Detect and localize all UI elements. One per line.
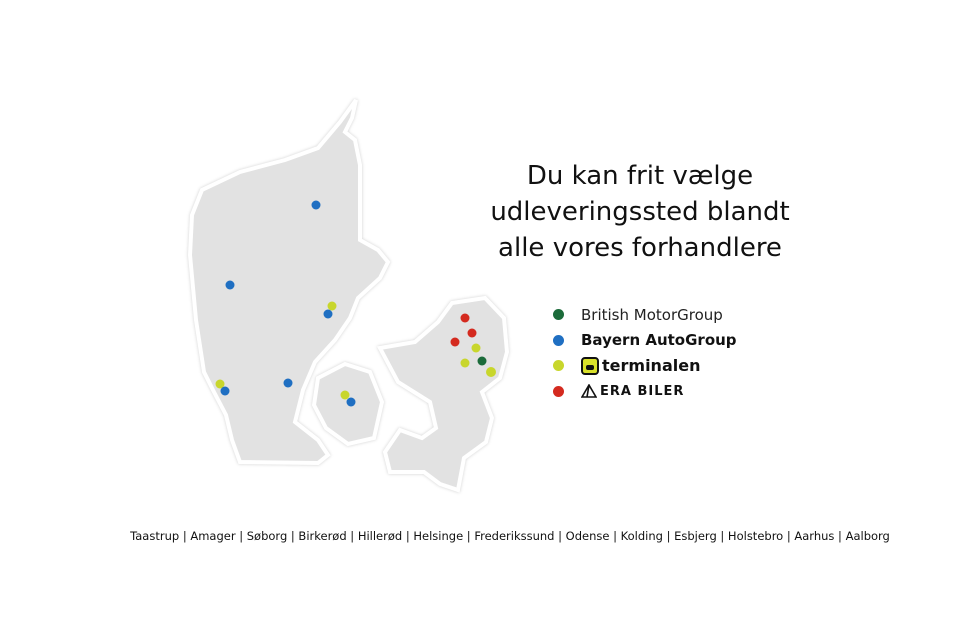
legend-item-bayern: Bayern AutoGroup: [553, 328, 737, 354]
marker-bayern[interactable]: [225, 280, 235, 290]
zealand-region: [376, 295, 510, 493]
marker-era[interactable]: [467, 328, 477, 338]
marker-bayern[interactable]: [311, 200, 321, 210]
marker-terminalen[interactable]: [471, 343, 481, 353]
marker-terminalen[interactable]: [486, 367, 496, 377]
legend-item-era: ERA BILER: [553, 379, 737, 405]
headline-line: Du kan frit vælge: [526, 161, 754, 191]
headline-line: alle vores forhandlere: [498, 233, 782, 263]
headline: Du kan frit vælge udleveringssted blandt…: [460, 158, 820, 266]
green-dot-icon: [553, 309, 564, 321]
marker-terminalen[interactable]: [215, 379, 225, 389]
marker-british[interactable]: [477, 356, 487, 366]
legend-label: Bayern AutoGroup: [581, 331, 737, 350]
red-dot-icon: [553, 385, 564, 397]
legend-label: ERA BILER: [600, 383, 685, 399]
dealer-markers: [215, 200, 496, 407]
marker-bayern[interactable]: [283, 378, 293, 388]
blue-dot-icon: [553, 334, 564, 346]
marker-terminalen[interactable]: [460, 358, 470, 368]
city-list: Taastrup | Amager | Søborg | Birkerød | …: [130, 529, 890, 543]
marker-terminalen[interactable]: [327, 301, 337, 311]
legend-label: terminalen: [602, 356, 701, 376]
marker-terminalen[interactable]: [340, 390, 350, 400]
legend-label: British MotorGroup: [581, 305, 723, 324]
headline-line: udleveringssted blandt: [490, 197, 790, 227]
marker-bayern[interactable]: [323, 309, 333, 319]
jutland-region: [187, 98, 391, 466]
marker-era[interactable]: [450, 337, 460, 347]
lime-dot-icon: [553, 360, 564, 372]
legend-item-terminalen: terminalen: [553, 353, 737, 379]
terminalen-logo-icon: [581, 356, 599, 375]
legend: British MotorGroup Bayern AutoGroup term…: [553, 302, 737, 404]
marker-bayern[interactable]: [346, 397, 356, 407]
marker-bayern[interactable]: [220, 386, 230, 396]
era-logo-icon: [581, 384, 597, 399]
marker-era[interactable]: [460, 313, 470, 323]
legend-item-british: British MotorGroup: [553, 302, 737, 328]
